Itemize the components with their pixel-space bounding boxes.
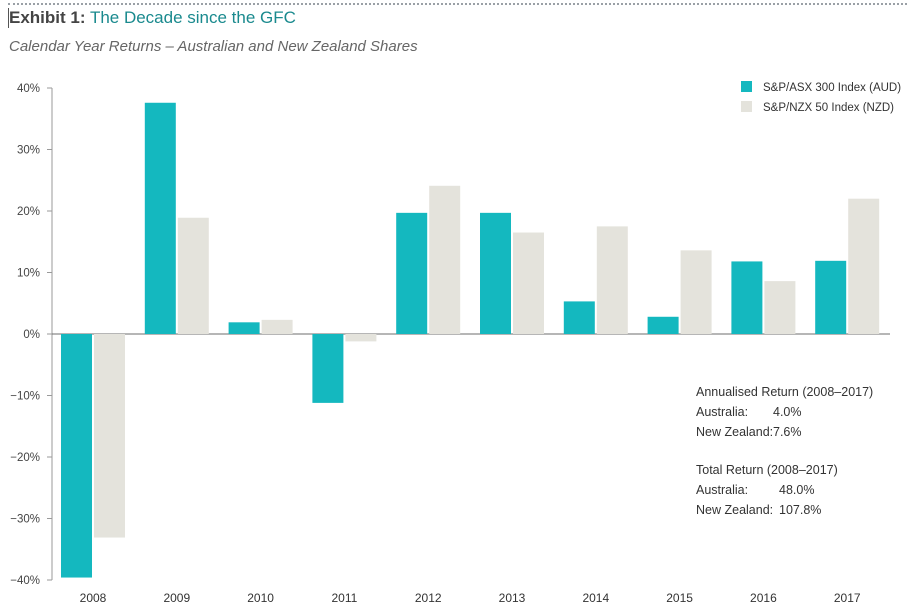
exhibit-label: Exhibit 1:: [9, 8, 86, 27]
annualised-heading: Annualised Return (2008–2017): [696, 385, 874, 399]
bar-asx300-2013: [480, 212, 511, 334]
bar-nzx50-2011: [345, 334, 377, 342]
bar-asx300-2012: [396, 212, 428, 334]
bar-nzx50-2015: [680, 250, 712, 334]
bar-nzx50-2014: [596, 226, 628, 334]
total-newzealand-value: 107.8%: [779, 503, 822, 517]
x-tick-label: 2009: [163, 591, 190, 605]
bar-nzx50-2013: [513, 232, 544, 334]
bar-nzx50-2017: [848, 198, 880, 334]
bar-nzx50-2010: [261, 319, 293, 334]
bar-asx300-2010: [228, 322, 260, 334]
legend-swatch-asx300: [741, 81, 752, 92]
x-tick-label: 2013: [499, 591, 526, 605]
bar-asx300-2008: [61, 334, 92, 578]
bar-asx300-2014: [563, 301, 595, 334]
y-tick-label: 30%: [17, 145, 40, 157]
total-australia-label: Australia:: [696, 483, 749, 497]
bar-nzx50-2008: [94, 334, 125, 538]
y-tick-label: 40%: [17, 83, 40, 95]
top-dotted-rule: [8, 3, 907, 5]
y-tick-label: −40%: [10, 575, 40, 587]
x-tick-label: 2014: [582, 591, 609, 605]
bar-nzx50-2012: [429, 185, 461, 334]
x-tick-label: 2008: [80, 591, 107, 605]
total-heading: Total Return (2008–2017): [696, 463, 838, 477]
y-tick-label: 10%: [17, 268, 40, 280]
bar-asx300-2017: [815, 260, 847, 334]
total-newzealand-label: New Zealand:: [696, 503, 774, 517]
legend-swatch-nzx50: [741, 101, 752, 112]
bar-nzx50-2016: [764, 281, 796, 334]
bar-asx300-2015: [647, 316, 679, 334]
annualised-newzealand-value: 7.6%: [773, 425, 802, 439]
y-tick-label: 0%: [23, 329, 40, 341]
x-tick-label: 2016: [750, 591, 777, 605]
legend-label-nzx50: S&P/NZX 50 Index (NZD): [763, 102, 894, 114]
x-tick-label: 2012: [415, 591, 442, 605]
exhibit-title-text: The Decade since the GFC: [89, 8, 296, 27]
legend-label-asx300: S&P/ASX 300 Index (AUD): [763, 82, 901, 94]
chart-subtitle: Calendar Year Returns – Australian and N…: [9, 38, 418, 55]
bar-asx300-2011: [312, 334, 344, 403]
x-tick-label: 2017: [834, 591, 861, 605]
exhibit-title: Exhibit 1: The Decade since the GFC: [9, 8, 296, 28]
annualised-australia-label: Australia:: [696, 405, 749, 419]
x-tick-label: 2010: [247, 591, 274, 605]
bar-asx300-2016: [731, 261, 763, 334]
y-tick-label: −10%: [10, 391, 40, 403]
bar-asx300-2009: [144, 102, 176, 334]
annualised-newzealand-label: New Zealand:: [696, 425, 774, 439]
annualised-australia-value: 4.0%: [773, 405, 802, 419]
bar-nzx50-2009: [177, 217, 209, 334]
x-tick-label: 2011: [331, 591, 357, 605]
x-tick-label: 2015: [666, 591, 693, 605]
y-tick-label: −20%: [10, 452, 40, 464]
title-marker: [8, 8, 9, 28]
total-australia-value: 48.0%: [779, 483, 815, 497]
y-tick-label: −30%: [10, 514, 40, 526]
y-tick-label: 20%: [17, 206, 40, 218]
